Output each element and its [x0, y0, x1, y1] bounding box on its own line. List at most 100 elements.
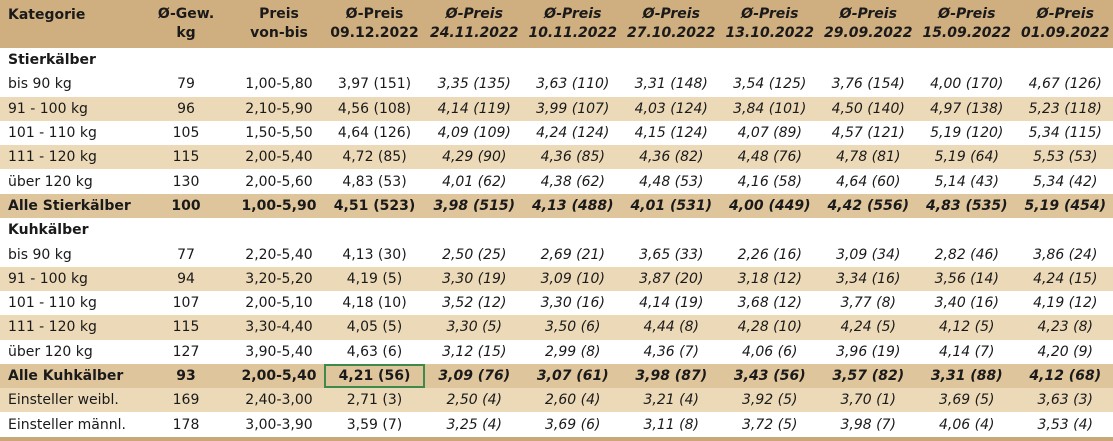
- price-range: 2,20-5,40: [245, 246, 313, 263]
- historical-price: 3,35 (135): [437, 76, 511, 93]
- historical-price: 4,23 (8): [1037, 319, 1093, 336]
- current-price: 3,97 (151): [337, 76, 412, 93]
- historical-price: 3,57 (82): [832, 368, 905, 384]
- header-price-date: Ø-Preis 15.09.2022: [918, 0, 1017, 48]
- historical-price: 3,98 (87): [635, 368, 708, 384]
- header-line: Ø-Preis: [938, 6, 996, 22]
- historical-price: 3,84 (101): [733, 100, 807, 117]
- historical-price: 4,13 (488): [532, 197, 614, 214]
- header-line: 13.10.2022: [725, 25, 815, 41]
- header-line: 29.09.2022: [823, 25, 913, 41]
- avg-weight: 169: [172, 392, 200, 409]
- historical-price: 3,09 (76): [438, 368, 511, 384]
- historical-price: 5,19 (454): [1024, 197, 1106, 214]
- historical-price: 3,09 (10): [540, 270, 605, 287]
- table-row: 101 - 110 kg 107 2,00-5,10 4,18 (10) 3,52 (1…: [0, 290, 1113, 316]
- historical-price: 4,48 (76): [737, 149, 802, 166]
- price-range: 2,00-5,10: [245, 295, 313, 312]
- price-range: 3,00-3,90: [245, 416, 313, 433]
- historical-price: 4,57 (121): [831, 125, 905, 142]
- avg-weight: 130: [172, 173, 200, 190]
- header-line: Ø-Preis: [345, 6, 404, 22]
- current-price: 4,05 (5): [346, 319, 403, 336]
- header-line: 01.09.2022: [1020, 25, 1110, 41]
- historical-price: 4,15 (124): [634, 125, 708, 142]
- historical-price: 3,87 (20): [639, 270, 704, 287]
- avg-weight: 178: [172, 416, 200, 433]
- price-range: 3,30-4,40: [245, 319, 313, 336]
- historical-price: 3,50 (6): [545, 319, 601, 336]
- historical-price: 3,53 (4): [1037, 416, 1093, 433]
- avg-weight: 79: [177, 76, 195, 93]
- avg-weight: 94: [177, 270, 195, 287]
- table-body: Stierkälber bis 90 kg 79 1,00-5,80 3,97 (151…: [0, 48, 1113, 437]
- current-price: 4,19 (5): [346, 270, 403, 287]
- category-label: bis 90 kg: [8, 246, 72, 263]
- avg-weight: 100: [171, 197, 201, 214]
- historical-price: 4,09 (109): [437, 125, 511, 142]
- historical-price: 2,99 (8): [545, 343, 601, 360]
- category-label: 101 - 110 kg: [8, 125, 97, 142]
- historical-price: 4,01 (531): [630, 197, 712, 214]
- bottom-rule: [0, 436, 1113, 441]
- avg-weight: 96: [177, 100, 195, 117]
- historical-price: 3,76 (154): [831, 76, 905, 93]
- historical-price: 3,69 (5): [939, 392, 995, 409]
- table-row: Einsteller männl. 178 3,00-3,90 3,59 (7) 3,2…: [0, 412, 1113, 437]
- header-kategorie: Kategorie: [0, 0, 138, 48]
- table-row: 91 - 100 kg 94 3,20-5,20 4,19 (5) 3,30 (19) 3…: [0, 266, 1113, 291]
- table-row: über 120 kg 130 2,00-5,60 4,83 (53) 4,01 (62…: [0, 169, 1113, 194]
- current-price: 4,51 (523): [333, 197, 416, 214]
- historical-price: 3,30 (5): [446, 319, 502, 336]
- table-row: 111 - 120 kg 115 3,30-4,40 4,05 (5) 3,30 (5)…: [0, 315, 1113, 340]
- historical-price: 3,99 (107): [536, 100, 610, 117]
- avg-weight: 105: [172, 125, 200, 142]
- header-line: Ø-Gew.: [157, 6, 215, 22]
- historical-price: 3,12 (15): [442, 343, 507, 360]
- category-label: über 120 kg: [8, 343, 93, 360]
- historical-price: 4,07 (89): [737, 125, 802, 142]
- historical-price: 3,65 (33): [639, 246, 704, 263]
- historical-price: 4,28 (10): [737, 319, 802, 336]
- current-price: 4,56 (108): [337, 100, 412, 117]
- category-label: Einsteller weibl.: [8, 392, 119, 409]
- avg-weight: 115: [172, 319, 200, 336]
- historical-price: 4,24 (5): [840, 319, 896, 336]
- current-price: 3,59 (7): [346, 416, 403, 433]
- historical-price: 5,23 (118): [1028, 100, 1102, 117]
- avg-weight: 77: [177, 246, 195, 263]
- historical-price: 4,03 (124): [634, 100, 708, 117]
- historical-price: 3,31 (88): [930, 368, 1003, 384]
- historical-price: 4,12 (68): [1029, 368, 1102, 384]
- historical-price: 4,06 (6): [742, 343, 798, 360]
- table-row: 91 - 100 kg 96 2,10-5,90 4,56 (108) 4,14 (11…: [0, 96, 1113, 121]
- category-label: 101 - 110 kg: [8, 295, 97, 312]
- historical-price: 3,07 (61): [536, 368, 609, 384]
- total-row: Alle Kuhkälber 93 2,00-5,40 4,21 (56) 3,09 (…: [0, 363, 1113, 389]
- historical-price: 4,50 (140): [831, 100, 905, 117]
- price-range: 1,00-5,80: [245, 76, 313, 93]
- header-line: Ø-Preis: [839, 6, 897, 22]
- header-line: kg: [176, 25, 196, 41]
- current-price: 4,72 (85): [342, 149, 407, 166]
- historical-price: 4,67 (126): [1028, 76, 1102, 93]
- historical-price: 3,98 (7): [840, 416, 896, 433]
- header-line: Ø-Preis: [445, 6, 503, 22]
- historical-price: 2,82 (46): [934, 246, 999, 263]
- historical-price: 3,69 (6): [545, 416, 601, 433]
- header-current-price: Ø-Preis 09.12.2022: [324, 0, 425, 48]
- historical-price: 4,12 (5): [939, 319, 995, 336]
- historical-price: 3,34 (16): [836, 270, 901, 287]
- historical-price: 4,36 (82): [639, 149, 704, 166]
- header-line: 09.12.2022: [330, 25, 419, 41]
- historical-price: 3,21 (4): [643, 392, 699, 409]
- historical-price: 5,34 (115): [1028, 125, 1102, 142]
- historical-price: 4,24 (15): [1033, 270, 1098, 287]
- historical-price: 3,31 (148): [634, 76, 708, 93]
- header-price-range: Preis von-bis: [234, 0, 324, 48]
- historical-price: 2,69 (21): [540, 246, 605, 263]
- historical-price: 4,83 (535): [926, 197, 1008, 214]
- header-weight: Ø-Gew. kg: [138, 0, 234, 48]
- header-price-date: Ø-Preis 27.10.2022: [622, 0, 721, 48]
- section-title: Stierkälber: [8, 52, 96, 69]
